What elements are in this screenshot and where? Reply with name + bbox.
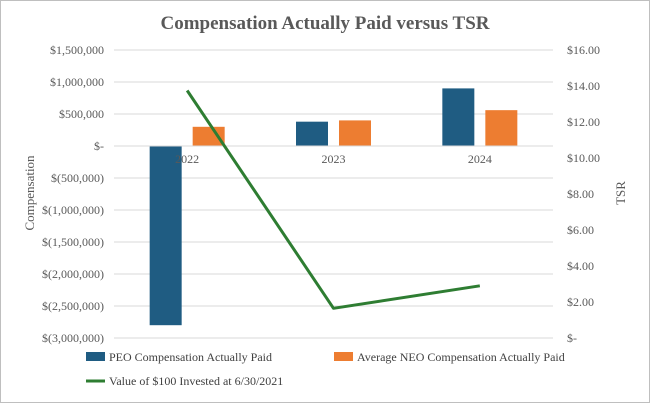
tsr-line	[185, 89, 481, 310]
right-axis-title: TSR	[613, 181, 628, 205]
left-tick-label: $1,500,000	[50, 43, 104, 57]
right-tick-label: $2.00	[567, 295, 594, 309]
left-tick-label: $500,000	[59, 107, 104, 121]
right-tick-label: $10.00	[567, 151, 600, 165]
left-tick-label: $(1,500,000)	[42, 235, 104, 249]
gridlines	[114, 49, 553, 339]
left-axis-ticks: $1,500,000 $1,000,000 $500,000 $- $(500,000)…	[42, 43, 104, 345]
right-tick-label: $8.00	[567, 187, 594, 201]
right-tick-label: $4.00	[567, 259, 594, 273]
legend-label-tsr: Value of $100 Invested at 6/30/2021	[109, 374, 283, 388]
left-tick-label: $-	[94, 139, 104, 153]
legend-swatch-peo	[86, 352, 105, 361]
bar-neo-2022	[192, 126, 225, 146]
right-tick-label: $-	[567, 331, 577, 345]
right-tick-label: $14.00	[567, 79, 600, 93]
left-tick-label: $(1,000,000)	[42, 203, 104, 217]
left-axis-title: Compensation	[22, 155, 37, 231]
category-label: 2023	[322, 152, 346, 166]
bar-peo-2023	[296, 121, 328, 146]
category-label: 2024	[468, 152, 492, 166]
right-tick-label: $16.00	[567, 43, 600, 57]
left-tick-label: $1,000,000	[50, 75, 104, 89]
bar-series	[114, 88, 553, 326]
bar-peo-2022	[149, 146, 182, 326]
line-series	[185, 89, 481, 310]
category-label: 2022	[175, 152, 199, 166]
legend-swatch-neo	[334, 352, 353, 361]
legend: PEO Compensation Actually Paid Average N…	[86, 350, 565, 388]
left-tick-label: $(2,500,000)	[42, 299, 104, 313]
left-tick-label: $(500,000)	[51, 171, 104, 185]
legend-label-neo: Average NEO Compensation Actually Paid	[357, 350, 565, 364]
bar-peo-2024	[442, 88, 475, 146]
left-tick-label: $(3,000,000)	[42, 331, 104, 345]
chart-title: Compensation Actually Paid versus TSR	[160, 13, 489, 34]
legend-label-peo: PEO Compensation Actually Paid	[109, 350, 272, 364]
right-axis-ticks: $16.00 $14.00 $12.00 $10.00 $8.00 $6.00 $4.00 $…	[567, 43, 600, 345]
category-labels: 2022 2023 2024	[175, 152, 492, 166]
bar-neo-2023	[339, 120, 371, 146]
bar-neo-2024	[485, 110, 518, 146]
right-tick-label: $6.00	[567, 223, 594, 237]
left-tick-label: $(2,000,000)	[42, 267, 104, 281]
right-tick-label: $12.00	[567, 115, 600, 129]
